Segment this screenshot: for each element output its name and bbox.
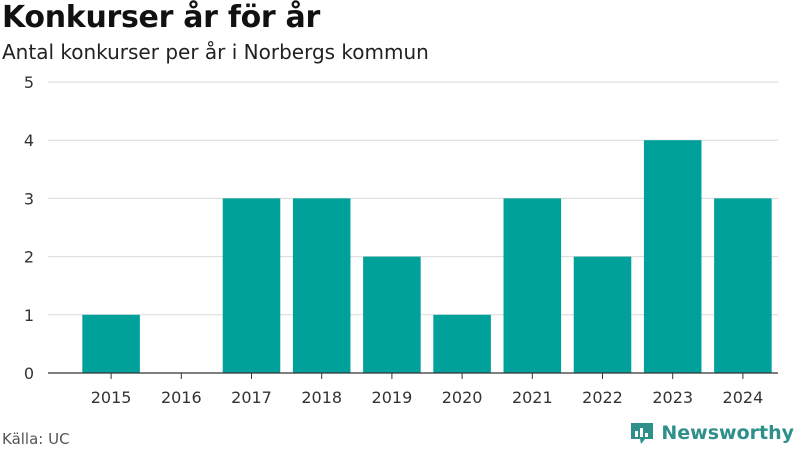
bar <box>573 256 632 373</box>
x-tick-label: 2020 <box>442 388 483 407</box>
x-tick-label: 2019 <box>372 388 413 407</box>
bar <box>222 198 281 373</box>
bar <box>292 198 351 373</box>
y-tick-label: 1 <box>24 306 34 325</box>
bar <box>82 314 140 373</box>
x-tick-label: 2018 <box>301 388 342 407</box>
bar <box>503 198 562 373</box>
bar-chart-speech-bubble-icon <box>631 423 654 444</box>
y-tick-label: 2 <box>24 248 34 267</box>
bar <box>363 256 421 373</box>
chart-subtitle: Antal konkurser per år i Norbergs kommun <box>2 40 429 64</box>
axes: 0 1 2 3 4 5 2015 2016 2017 2018 2019 2020 2021 2022 20… <box>24 73 778 407</box>
source-note: Källa: UC <box>2 430 70 448</box>
y-tick-label: 5 <box>24 73 34 92</box>
brand-name: Newsworthy <box>661 422 794 444</box>
y-tick-label: 4 <box>24 131 34 150</box>
bar-chart: 0 1 2 3 4 5 2015 2016 2017 2018 2019 2020 2021 2022 20… <box>24 73 778 407</box>
x-tick-label: 2021 <box>512 388 553 407</box>
x-tick-label: 2023 <box>652 388 693 407</box>
bar <box>643 140 702 373</box>
y-tick-label: 0 <box>24 364 34 383</box>
y-tick-label: 3 <box>24 189 34 208</box>
x-tick-label: 2016 <box>161 388 202 407</box>
chart-title: Konkurser år för år <box>2 0 320 35</box>
x-tick-label: 2017 <box>231 388 272 407</box>
brand-logo: Newsworthy <box>629 420 794 446</box>
bar <box>433 314 491 373</box>
x-tick-label: 2022 <box>582 388 623 407</box>
bars <box>82 140 772 373</box>
x-tick-label: 2015 <box>91 388 132 407</box>
bar <box>714 198 772 373</box>
x-tick-label: 2024 <box>723 388 764 407</box>
